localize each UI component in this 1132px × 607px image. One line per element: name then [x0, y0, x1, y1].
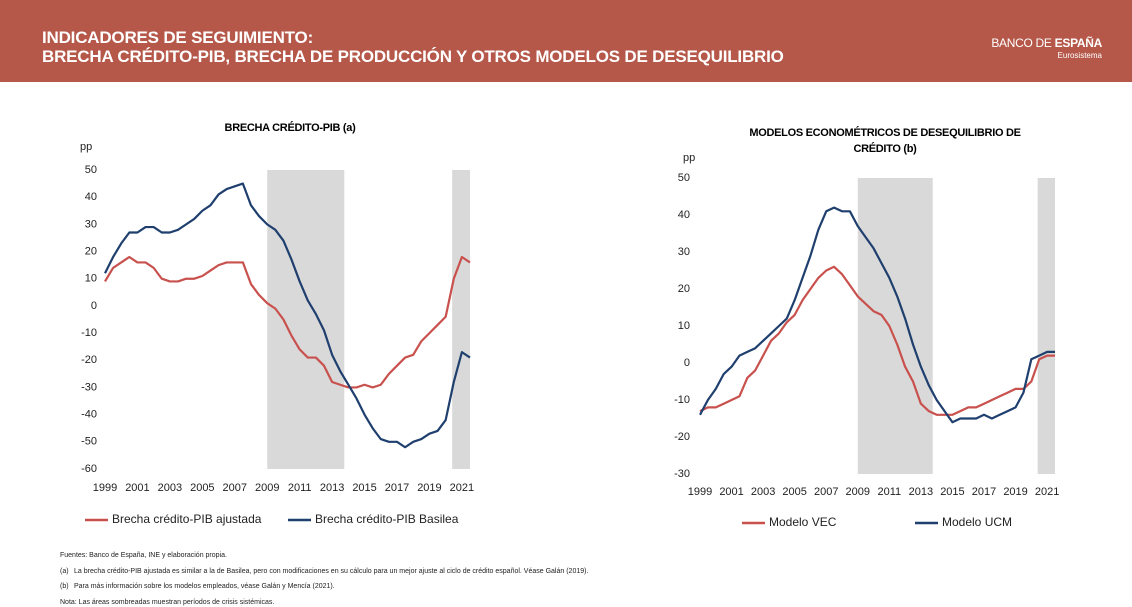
note: (a) La brecha crédito-PIB ajustada es sim…: [60, 564, 588, 580]
y-tick-label: 20: [678, 283, 690, 295]
y-tick-label: -20: [81, 354, 97, 366]
y-tick-label: -60: [81, 463, 97, 475]
footer: Fuentes: Banco de España, INE y elaborac…: [60, 548, 588, 607]
x-tick-label: 2019: [1003, 486, 1027, 498]
sources: Fuentes: Banco de España, INE y elaborac…: [60, 552, 227, 559]
note-mark: (a): [60, 567, 69, 575]
x-tick-label: 2011: [878, 486, 902, 498]
y-tick-label: -30: [81, 381, 97, 393]
note: (b) Para más información sobre los modelo…: [60, 579, 588, 595]
shaded-period: [1037, 178, 1055, 474]
logo-text: ESPAÑA: [1054, 36, 1103, 50]
shaded-period: [857, 178, 933, 474]
y-tick-label: 10: [85, 273, 97, 285]
x-tick-label: 2003: [751, 486, 775, 498]
series-line: [699, 206, 1055, 424]
x-tick-label: 2009: [846, 486, 870, 498]
y-tick-label: 0: [684, 357, 690, 369]
y-axis-label: pp: [683, 152, 695, 164]
x-tick-label: 2013: [320, 482, 344, 494]
x-tick-label: 2011: [288, 482, 312, 494]
logo-text: BANCO DE: [991, 36, 1052, 50]
y-tick-label: 20: [85, 245, 97, 257]
x-tick-label: 2021: [1035, 486, 1059, 498]
note-text: Para más información sobre los modelos e…: [74, 583, 335, 590]
x-tick-label: 2013: [909, 486, 933, 498]
x-tick-label: 2007: [814, 486, 838, 498]
logo: BANCO DE ESPAÑA Eurosistema: [991, 36, 1102, 60]
y-tick-label: -40: [81, 409, 97, 421]
series-line: [104, 182, 471, 449]
legend-label: Modelo UCM: [942, 515, 1012, 529]
x-tick-label: 2007: [223, 482, 247, 494]
note-text: La brecha crédito-PIB ajustada es simila…: [74, 567, 589, 575]
note-mark: (b): [60, 583, 69, 590]
legend-label: Modelo VEC: [769, 515, 837, 529]
shaded-period: [267, 170, 345, 469]
x-tick-label: 2015: [940, 486, 964, 498]
series-line: [104, 255, 471, 389]
header-title: BRECHA CRÉDITO-PIB, BRECHA DE PRODUCCIÓN…: [42, 47, 784, 66]
x-tick-label: 2017: [972, 486, 996, 498]
y-tick-label: 50: [678, 172, 690, 184]
y-tick-label: -20: [674, 431, 690, 443]
x-tick-label: 2005: [782, 486, 806, 498]
y-tick-label: -10: [81, 327, 97, 339]
shaded-period: [452, 170, 470, 469]
x-tick-label: 2019: [417, 482, 441, 494]
shading-note: Nota: Las áreas sombreadas muestran perí…: [60, 598, 275, 606]
y-tick-label: 50: [85, 164, 97, 176]
x-tick-label: 2005: [190, 482, 214, 494]
logo-sub: Eurosistema: [1057, 51, 1102, 60]
y-tick-label: 30: [85, 218, 97, 230]
x-tick-label: 2003: [158, 482, 182, 494]
x-tick-label: 2001: [719, 486, 743, 498]
y-tick-label: -50: [81, 436, 97, 448]
x-tick-label: 2017: [385, 482, 409, 494]
series-line: [699, 265, 1055, 416]
chart-title: BRECHA CRÉDITO-PIB (a): [224, 122, 356, 134]
x-tick-label: 2009: [255, 482, 279, 494]
legend-label: Brecha crédito-PIB ajustada: [112, 512, 262, 526]
y-tick-label: 40: [85, 191, 97, 203]
chart-title: MODELOS ECONOMÉTRICOS DE DESEQUILIBRIO D…: [749, 127, 1021, 155]
x-tick-label: 2021: [450, 482, 474, 494]
y-tick-label: 10: [678, 320, 690, 332]
y-axis-label: pp: [80, 141, 92, 153]
header-title: INDICADORES DE SEGUIMIENTO:: [42, 28, 314, 47]
y-tick-label: 0: [91, 300, 97, 312]
y-tick-label: -30: [674, 468, 690, 480]
legend-label: Brecha crédito-PIB Basilea: [315, 512, 459, 526]
x-tick-label: 2001: [125, 482, 149, 494]
x-tick-label: 2015: [352, 482, 376, 494]
y-tick-label: -10: [674, 394, 690, 406]
x-tick-label: 1999: [93, 482, 117, 494]
header: INDICADORES DE SEGUIMIENTO: BRECHA CRÉDI…: [0, 0, 1132, 82]
x-tick-label: 1999: [688, 486, 712, 498]
y-tick-label: 40: [678, 209, 690, 221]
y-tick-label: 30: [678, 246, 690, 258]
